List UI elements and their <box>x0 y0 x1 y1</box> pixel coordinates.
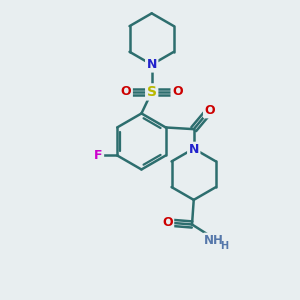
Text: NH: NH <box>204 234 224 247</box>
Text: O: O <box>121 85 131 98</box>
Text: O: O <box>162 216 173 229</box>
Text: O: O <box>205 104 215 117</box>
Text: H: H <box>220 241 228 251</box>
Text: N: N <box>146 58 157 71</box>
Text: N: N <box>188 143 199 156</box>
Text: S: S <box>147 85 157 99</box>
Text: F: F <box>94 149 103 162</box>
Text: O: O <box>172 85 183 98</box>
